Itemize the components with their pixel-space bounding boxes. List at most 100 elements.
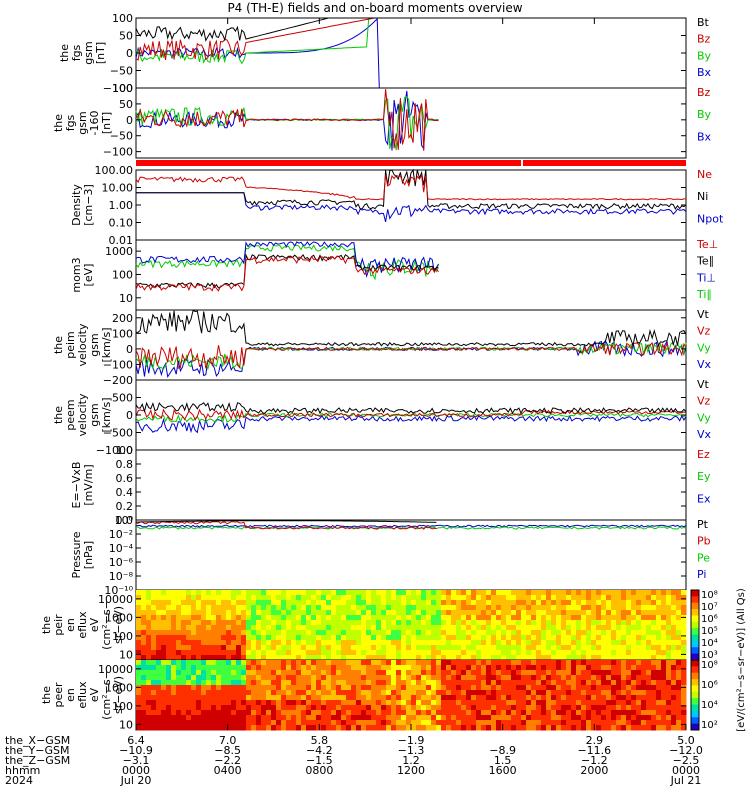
spectrogram-cell	[656, 650, 662, 656]
spectrogram-cell	[536, 650, 542, 656]
spectrogram-cell	[536, 615, 542, 621]
spectrogram-cell	[146, 635, 152, 641]
y-tick-label: 100	[112, 268, 133, 281]
spectrogram-cell	[321, 640, 327, 646]
spectrogram-cell	[331, 725, 337, 731]
spectrogram-cell	[551, 605, 557, 611]
spectrogram-cell	[661, 650, 667, 656]
spectrogram-cell	[256, 695, 262, 701]
spectrogram-cell	[601, 700, 607, 706]
spectrogram-cell	[651, 630, 657, 636]
spectrogram-cell	[241, 600, 247, 606]
spectrogram-cell	[306, 610, 312, 616]
spectrogram-cell	[676, 615, 682, 621]
spectrogram-cell	[396, 700, 402, 706]
spectrogram-cell	[631, 620, 637, 626]
spectrogram-cell	[596, 710, 602, 716]
spectrogram-cell	[516, 660, 522, 666]
spectrogram-cell	[331, 635, 337, 641]
spectrogram-cell	[551, 655, 557, 661]
spectrogram-cell	[366, 715, 372, 721]
spectrogram-cell	[256, 590, 262, 596]
spectrogram-cell	[651, 700, 657, 706]
spectrogram-cell	[636, 655, 642, 661]
spectrogram-cell	[296, 645, 302, 651]
spectrogram-cell	[641, 615, 647, 621]
spectrogram-cell	[681, 700, 687, 706]
spectrogram-cell	[396, 610, 402, 616]
spectrogram-cell	[206, 620, 212, 626]
spectrogram-cell	[426, 685, 432, 691]
spectrogram-cell	[456, 660, 462, 666]
spectrogram-cell	[421, 680, 427, 686]
spectrogram-cell	[246, 660, 252, 666]
spectrogram-cell	[511, 725, 517, 731]
spectrogram-cell	[151, 665, 157, 671]
spectrogram-cell	[626, 660, 632, 666]
spectrogram-cell	[646, 710, 652, 716]
spectrogram-cell	[606, 685, 612, 691]
spectrogram-cell	[536, 685, 542, 691]
spectrogram-cell	[281, 695, 287, 701]
spectrogram-cell	[446, 635, 452, 641]
spectrogram-cell	[271, 705, 277, 711]
spectrogram-cell	[281, 705, 287, 711]
spectrogram-cell	[606, 660, 612, 666]
spectrogram-cell	[451, 595, 457, 601]
spectrogram-cell	[296, 655, 302, 661]
spectrogram-cell	[351, 710, 357, 716]
spectrogram-cell	[481, 595, 487, 601]
spectrogram-cell	[161, 685, 167, 691]
spectrogram-cell	[341, 715, 347, 721]
spectrogram-cell	[246, 645, 252, 651]
series-Vt-line	[135, 401, 687, 415]
spectrogram-cell	[251, 625, 257, 631]
spectrogram-cell	[411, 660, 417, 666]
spectrogram-cell	[576, 605, 582, 611]
spectrogram-cell	[246, 595, 252, 601]
spectrogram-cell	[506, 645, 512, 651]
spectrogram-cell	[241, 700, 247, 706]
spectrogram-cell	[351, 665, 357, 671]
spectrogram-cell	[186, 640, 192, 646]
spectrogram-cell	[406, 705, 412, 711]
spectrogram-cell	[151, 710, 157, 716]
spectrogram-cell	[321, 615, 327, 621]
spectrogram-cell	[651, 600, 657, 606]
spectrogram-cell	[646, 590, 652, 596]
spectrogram-cell	[471, 635, 477, 641]
spectrogram-cell	[441, 605, 447, 611]
spectrogram-cell	[501, 630, 507, 636]
spectrogram-cell	[316, 630, 322, 636]
spectrogram-cell	[291, 705, 297, 711]
spectrogram-cell	[321, 715, 327, 721]
spectrogram-cell	[531, 680, 537, 686]
spectrogram-cell	[646, 705, 652, 711]
spectrogram-cell	[291, 645, 297, 651]
spectrogram-cell	[396, 680, 402, 686]
spectrogram-cell	[566, 600, 572, 606]
spectrogram-cell	[346, 725, 352, 731]
spectrogram-cell	[651, 655, 657, 661]
spectrogram-electron_spectrogram	[136, 660, 687, 731]
spectrogram-cell	[206, 660, 212, 666]
spectrogram-cell	[466, 655, 472, 661]
spectrogram-cell	[186, 650, 192, 656]
spectrogram-cell	[616, 685, 622, 691]
spectrogram-cell	[581, 670, 587, 676]
spectrogram-cell	[186, 605, 192, 611]
spectrogram-cell	[306, 690, 312, 696]
spectrogram-cell	[381, 715, 387, 721]
spectrogram-cell	[596, 625, 602, 631]
spectrogram-cell	[381, 655, 387, 661]
spectrogram-cell	[141, 610, 147, 616]
y-tick-label: 0.01	[109, 234, 134, 247]
spectrogram-cell	[551, 600, 557, 606]
spectrogram-cell	[446, 725, 452, 731]
spectrogram-cell	[516, 595, 522, 601]
spectrogram-cell	[526, 645, 532, 651]
spectrogram-cell	[536, 630, 542, 636]
spectrogram-cell	[256, 620, 262, 626]
spectrogram-cell	[401, 685, 407, 691]
spectrogram-cell	[656, 675, 662, 681]
